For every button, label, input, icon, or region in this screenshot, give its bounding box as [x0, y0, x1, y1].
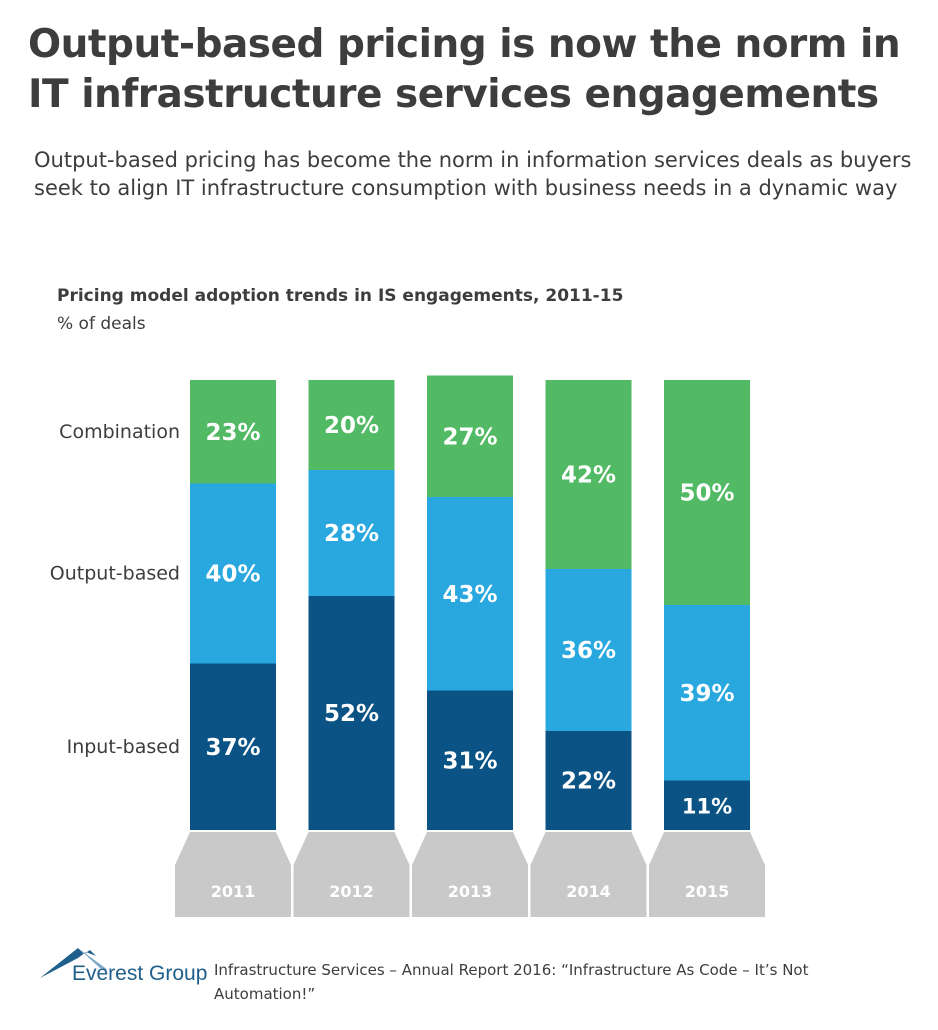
bar-segment-input-based-2012 — [308, 596, 395, 830]
axis-box-2013 — [412, 865, 528, 917]
bar-segment-combination-2015 — [664, 380, 750, 605]
x-tick-label-2014: 2014 — [566, 882, 611, 901]
page-subtitle: Output-based pricing has become the norm… — [34, 148, 912, 200]
axis-box-2015 — [649, 865, 765, 917]
data-label-output-based-2014: 36% — [561, 638, 616, 664]
bar-segment-input-based-2013 — [427, 690, 513, 830]
source-citation: Infrastructure Services – Annual Report … — [214, 961, 809, 1003]
axis-connector-2011 — [175, 832, 291, 865]
logo-text: Everest Group — [72, 962, 208, 985]
bar-segment-input-based-2014 — [545, 731, 632, 830]
data-label-input-based-2015: 11% — [682, 794, 732, 818]
everest-mountain-icon — [40, 948, 108, 978]
axis-connector-2014 — [530, 832, 647, 865]
axis-box-2012 — [293, 865, 410, 917]
bar-segment-input-based-2011 — [190, 663, 276, 830]
data-label-output-based-2015: 39% — [679, 681, 734, 707]
data-label-combination-2014: 42% — [561, 463, 616, 489]
bar-segment-input-based-2015 — [664, 780, 750, 830]
x-tick-label-2013: 2013 — [448, 882, 493, 901]
x-tick-label-2015: 2015 — [685, 882, 730, 901]
data-label-input-based-2011: 37% — [205, 735, 260, 761]
data-label-output-based-2012: 28% — [324, 521, 379, 547]
bar-segment-combination-2012 — [308, 380, 395, 470]
bar-segment-combination-2014 — [545, 380, 632, 569]
legend-label-input-based: Input-based — [67, 736, 180, 758]
data-label-combination-2013: 27% — [442, 424, 497, 450]
axis-box-2011 — [175, 865, 291, 917]
bar-segment-output-based-2014 — [545, 569, 632, 731]
axis-connector-2012 — [293, 832, 410, 865]
data-label-combination-2015: 50% — [679, 481, 734, 507]
bar-segment-output-based-2012 — [308, 470, 395, 596]
chart-unit-label: % of deals — [57, 314, 146, 334]
chart-title: Pricing model adoption trends in IS enga… — [57, 286, 624, 306]
bar-segment-combination-2013 — [427, 375, 513, 497]
x-tick-label-2011: 2011 — [211, 882, 256, 901]
axis-connector-2015 — [649, 832, 765, 865]
bar-segment-combination-2011 — [190, 380, 276, 484]
data-label-input-based-2012: 52% — [324, 701, 379, 727]
stacked-bar-chart: 37% 40% 23% 2011 52% 28% 20% 2012 31% 43% 27% 2013 2… — [50, 375, 765, 917]
legend-label-combination: Combination — [59, 421, 180, 443]
data-label-output-based-2013: 43% — [442, 582, 497, 608]
x-tick-label-2012: 2012 — [329, 882, 374, 901]
bar-segment-output-based-2011 — [190, 483, 276, 664]
data-label-input-based-2014: 22% — [561, 769, 616, 795]
page-title: Output-based pricing is now the norm in … — [28, 22, 901, 117]
data-label-output-based-2011: 40% — [205, 562, 260, 588]
data-label-combination-2011: 23% — [205, 420, 260, 446]
axis-box-2014 — [530, 865, 647, 917]
data-label-input-based-2013: 31% — [442, 748, 497, 774]
axis-connector-2013 — [412, 832, 528, 865]
bar-segment-output-based-2013 — [427, 497, 513, 691]
legend-label-output-based: Output-based — [50, 563, 180, 585]
bar-segment-output-based-2015 — [664, 605, 750, 781]
data-label-combination-2012: 20% — [324, 413, 379, 439]
